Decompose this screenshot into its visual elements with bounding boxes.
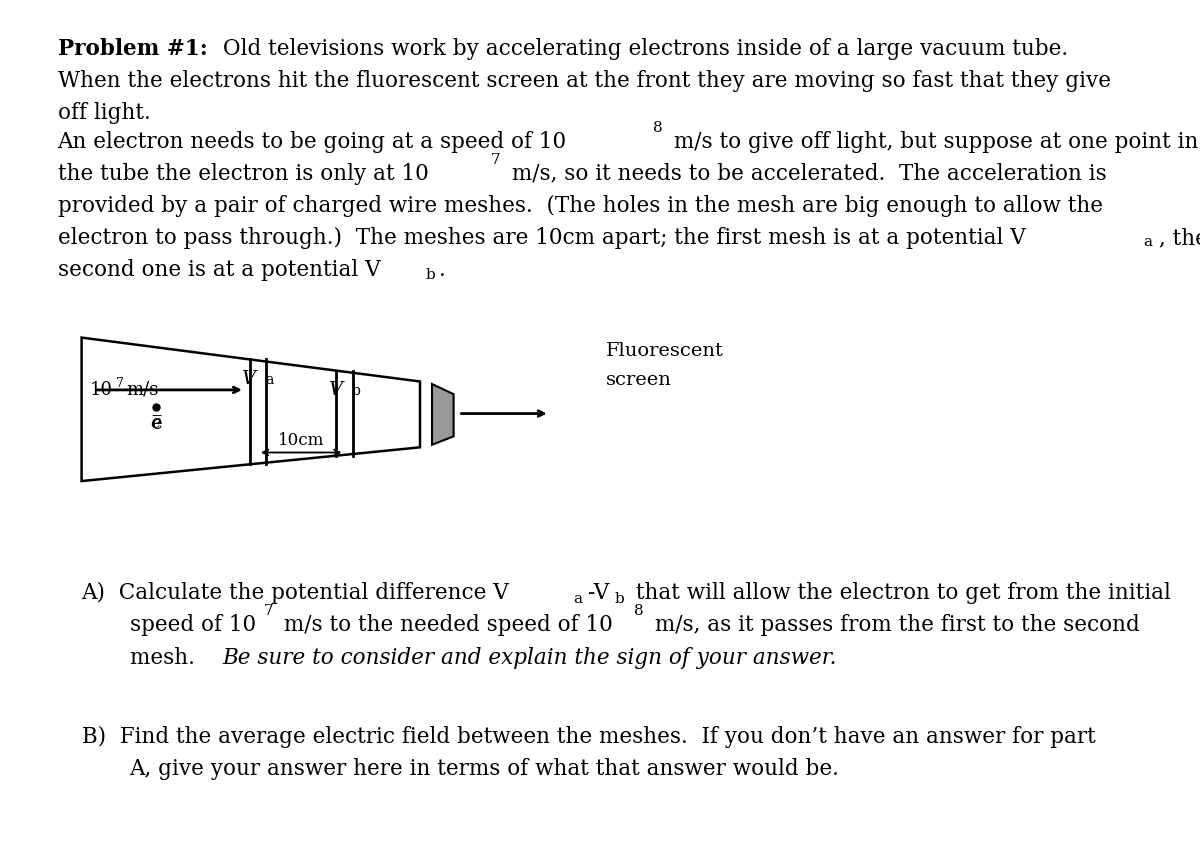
Text: 8: 8 [653,121,662,135]
Text: m/s to the needed speed of 10: m/s to the needed speed of 10 [277,614,613,636]
Text: b: b [614,592,624,607]
Text: speed of 10: speed of 10 [130,614,256,636]
Text: 8: 8 [634,604,643,619]
Text: A)  Calculate the potential difference V: A) Calculate the potential difference V [82,582,510,604]
Text: m/s: m/s [126,381,158,399]
Text: 7: 7 [264,604,274,619]
Text: Be sure to consider and explain the sign of your answer.: Be sure to consider and explain the sign… [222,647,836,668]
Text: m/s to give off light, but suppose at one point in: m/s to give off light, but suppose at on… [667,131,1199,153]
Text: the tube the electron is only at 10: the tube the electron is only at 10 [58,163,428,185]
Text: screen: screen [606,371,672,389]
Text: m/s, so it needs to be accelerated.  The acceleration is: m/s, so it needs to be accelerated. The … [505,163,1106,185]
Text: 10: 10 [90,381,113,399]
Polygon shape [432,384,454,445]
Text: 10cm: 10cm [278,432,324,449]
Text: a: a [1144,235,1153,250]
Text: mesh.: mesh. [130,647,209,668]
Text: V: V [328,381,342,398]
Text: b: b [352,384,360,398]
Text: B)  Find the average electric field between the meshes.  If you don’t have an an: B) Find the average electric field betwe… [82,726,1096,748]
Text: Problem #1:: Problem #1: [58,38,208,60]
Text: V: V [241,370,256,387]
Text: e̅: e̅ [151,415,161,433]
Text: 7: 7 [491,153,500,167]
Text: m/s, as it passes from the first to the second: m/s, as it passes from the first to the … [648,614,1140,636]
Text: , the: , the [1159,227,1200,249]
Text: When the electrons hit the fluorescent screen at the front they are moving so fa: When the electrons hit the fluorescent s… [58,70,1111,92]
Text: b: b [426,268,436,282]
Text: A, give your answer here in terms of what that answer would be.: A, give your answer here in terms of wha… [130,758,840,780]
Text: off light.: off light. [58,102,150,124]
Text: e: e [151,414,161,431]
Text: 7: 7 [116,376,125,390]
Text: provided by a pair of charged wire meshes.  (The holes in the mesh are big enoug: provided by a pair of charged wire meshe… [58,195,1103,217]
Text: a: a [265,373,274,387]
Text: -V: -V [588,582,610,604]
Text: Fluorescent: Fluorescent [606,342,724,360]
Text: second one is at a potential V: second one is at a potential V [58,259,380,281]
Text: An electron needs to be going at a speed of 10: An electron needs to be going at a speed… [58,131,566,153]
Text: a: a [574,592,583,607]
Text: electron to pass through.)  The meshes are 10cm apart; the first mesh is at a po: electron to pass through.) The meshes ar… [58,227,1026,249]
Text: .: . [439,259,446,281]
Text: Old televisions work by accelerating electrons inside of a large vacuum tube.: Old televisions work by accelerating ele… [216,38,1068,60]
Text: that will allow the electron to get from the initial: that will allow the electron to get from… [629,582,1171,604]
